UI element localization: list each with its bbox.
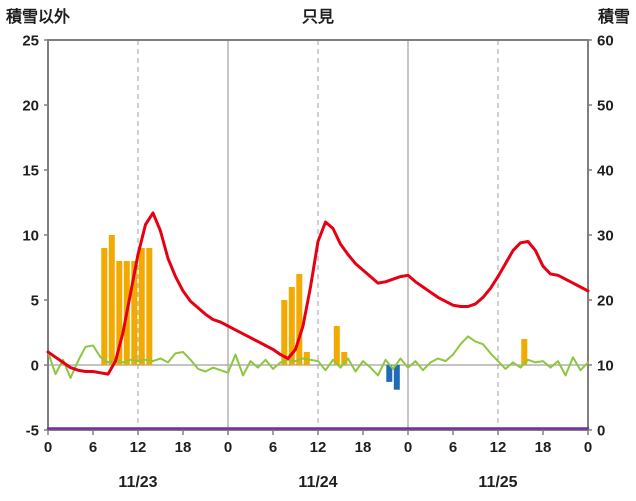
- orange-bars-bar: [138, 248, 145, 365]
- left-tick-label: 5: [31, 293, 39, 310]
- blue-bars-bar: [386, 365, 393, 382]
- orange-bars-bar: [116, 261, 123, 365]
- hour-tick-label: 0: [584, 439, 592, 456]
- hour-tick-label: 6: [89, 439, 97, 456]
- orange-bars-bar: [341, 352, 348, 365]
- hour-tick-label: 0: [44, 439, 52, 456]
- orange-bars-bar: [281, 300, 288, 365]
- hour-tick-label: 6: [449, 439, 457, 456]
- green-line: [47, 335, 589, 379]
- hour-tick-label: 12: [130, 439, 147, 456]
- hour-tick-label: 6: [269, 439, 277, 456]
- orange-bars-bar: [108, 235, 115, 365]
- hour-tick-label: 18: [535, 439, 552, 456]
- left-tick-label: -5: [26, 423, 39, 440]
- right-axis-title: 積雪: [597, 7, 630, 26]
- left-tick-label: 0: [31, 358, 39, 375]
- orange-bars-bar: [296, 274, 303, 365]
- hour-tick-label: 0: [404, 439, 412, 456]
- date-label: 11/23: [118, 474, 157, 491]
- red-line: [46, 211, 590, 376]
- orange-bars-bar: [131, 261, 138, 365]
- left-tick-label: 10: [22, 228, 39, 245]
- right-tick-label: 0: [597, 423, 605, 440]
- left-tick-label: 25: [22, 33, 39, 50]
- left-tick-label: 15: [22, 163, 39, 180]
- right-tick-label: 40: [597, 163, 614, 180]
- chart-title: 只見: [302, 8, 334, 26]
- hour-tick-label: 12: [310, 439, 327, 456]
- right-tick-label: 50: [597, 98, 614, 115]
- orange-bars-bar: [101, 248, 108, 365]
- orange-bars-bar: [288, 287, 295, 365]
- right-tick-label: 20: [597, 293, 614, 310]
- right-tick-label: 60: [597, 33, 614, 50]
- left-tick-label: 20: [22, 98, 39, 115]
- hour-tick-label: 18: [355, 439, 372, 456]
- blue-bars-bar: [393, 365, 400, 390]
- orange-bars-bar: [146, 248, 153, 365]
- hour-tick-label: 18: [175, 439, 192, 456]
- right-tick-label: 30: [597, 228, 614, 245]
- orange-bars-bar: [521, 339, 528, 365]
- orange-bars-bar: [333, 326, 340, 365]
- left-axis-title: 積雪以外: [5, 7, 70, 26]
- hour-tick-label: 12: [490, 439, 507, 456]
- right-tick-label: 10: [597, 358, 614, 375]
- hour-tick-label: 0: [224, 439, 232, 456]
- date-label: 11/24: [298, 474, 337, 491]
- date-label: 11/25: [478, 474, 517, 491]
